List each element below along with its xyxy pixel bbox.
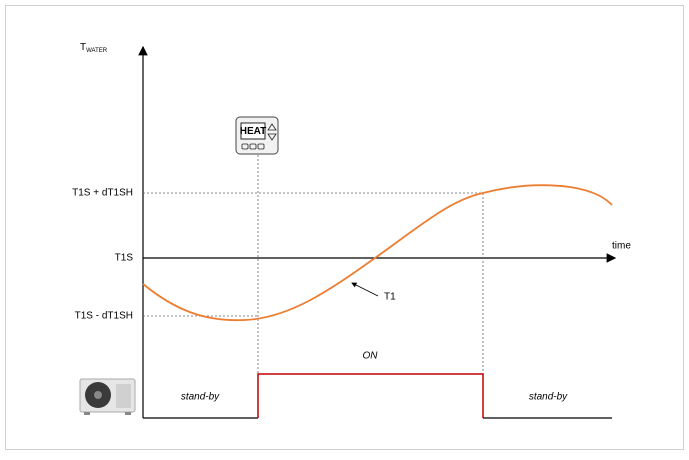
state-label: stand-by (181, 392, 220, 403)
temperature-curve (142, 184, 613, 322)
annotation-arrow (351, 282, 379, 297)
curve-label: T1 (384, 292, 396, 303)
controller-icon: HEAT (235, 116, 279, 155)
level-label: T1S (115, 253, 134, 264)
x-axis-label: time (612, 241, 631, 252)
level-label: T1S - dT1SH (75, 311, 133, 322)
level-label: T1S + dT1SH (72, 188, 133, 199)
state-label: stand-by (529, 392, 568, 403)
y-axis-label: TWATER (80, 42, 108, 54)
y-label-main: T (80, 42, 86, 53)
guides (143, 155, 484, 418)
controller-button: HEAT (240, 126, 266, 137)
heat-pump-icon (79, 378, 136, 415)
state-on (257, 373, 484, 418)
frame (5, 5, 684, 450)
state-label: ON (363, 351, 379, 362)
y-label-sub: WATER (86, 48, 108, 54)
